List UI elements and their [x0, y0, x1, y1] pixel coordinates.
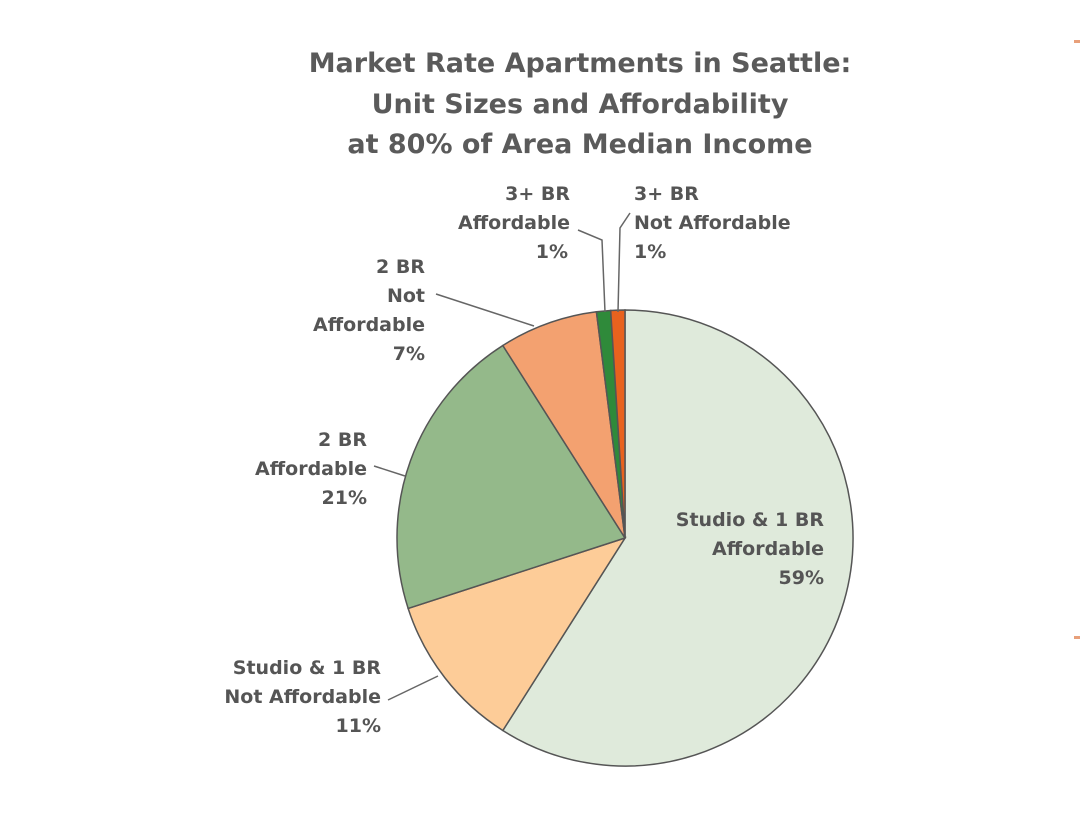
leader-line [373, 465, 406, 477]
slice-label-line: 2 BR [318, 429, 367, 451]
edge-mark-bottom [1074, 636, 1080, 639]
slice-label-line: 7% [393, 343, 425, 365]
slice-label: Studio & 1 BR Affordable 59% [676, 509, 825, 589]
slice-label: Studio & 1 BR Not Affordable 11% [224, 657, 381, 737]
chart-title-line: at 80% of Area Median Income [347, 129, 812, 160]
slice-label-line: 59% [779, 567, 824, 589]
leader-line [617, 212, 631, 313]
leader-line [577, 229, 606, 313]
chart-title-line: Market Rate Apartments in Seattle: [309, 48, 852, 79]
slice-label-line: Studio & 1 BR [233, 657, 382, 679]
pie-slices [396, 309, 854, 767]
slice-label: 3+ BR Not Affordable 1% [634, 183, 791, 263]
leader-line [435, 293, 535, 327]
chart-title: Market Rate Apartments in Seattle: Unit S… [309, 48, 852, 160]
slice-label-line: Affordable [712, 538, 824, 560]
slice-label-line: Affordable [313, 314, 425, 336]
slice-label-line: Studio & 1 BR [676, 509, 825, 531]
slice-label-line: 2 BR [376, 256, 425, 278]
slice-label-line: 1% [634, 241, 666, 263]
pie-slice [407, 536, 627, 732]
slice-label-line: Affordable [255, 458, 367, 480]
edge-mark-top [1074, 40, 1080, 43]
pie-slice [396, 344, 627, 610]
leader-lines [373, 212, 631, 701]
leader-line [387, 675, 439, 701]
slice-label-line: Not Affordable [634, 212, 791, 234]
slice-label-line: 3+ BR [505, 183, 570, 205]
slice-label-line: Not [387, 285, 425, 307]
slice-label-line: 21% [322, 487, 367, 509]
slice-label-line: 3+ BR [634, 183, 699, 205]
slice-label: 3+ BR Affordable 1% [458, 183, 570, 263]
slice-label: 2 BR Not Affordable 7% [313, 256, 425, 365]
chart-title-line: Unit Sizes and Affordability [372, 89, 789, 120]
slice-label-line: Not Affordable [224, 686, 381, 708]
slice-label-line: Affordable [458, 212, 570, 234]
slice-labels: Studio & 1 BR Affordable 59% Studio & 1 BR N… [224, 183, 824, 737]
slice-label-line: 1% [536, 241, 568, 263]
pie-slice [501, 309, 854, 767]
slice-label: 2 BR Affordable 21% [255, 429, 367, 509]
slice-label-line: 11% [336, 715, 381, 737]
